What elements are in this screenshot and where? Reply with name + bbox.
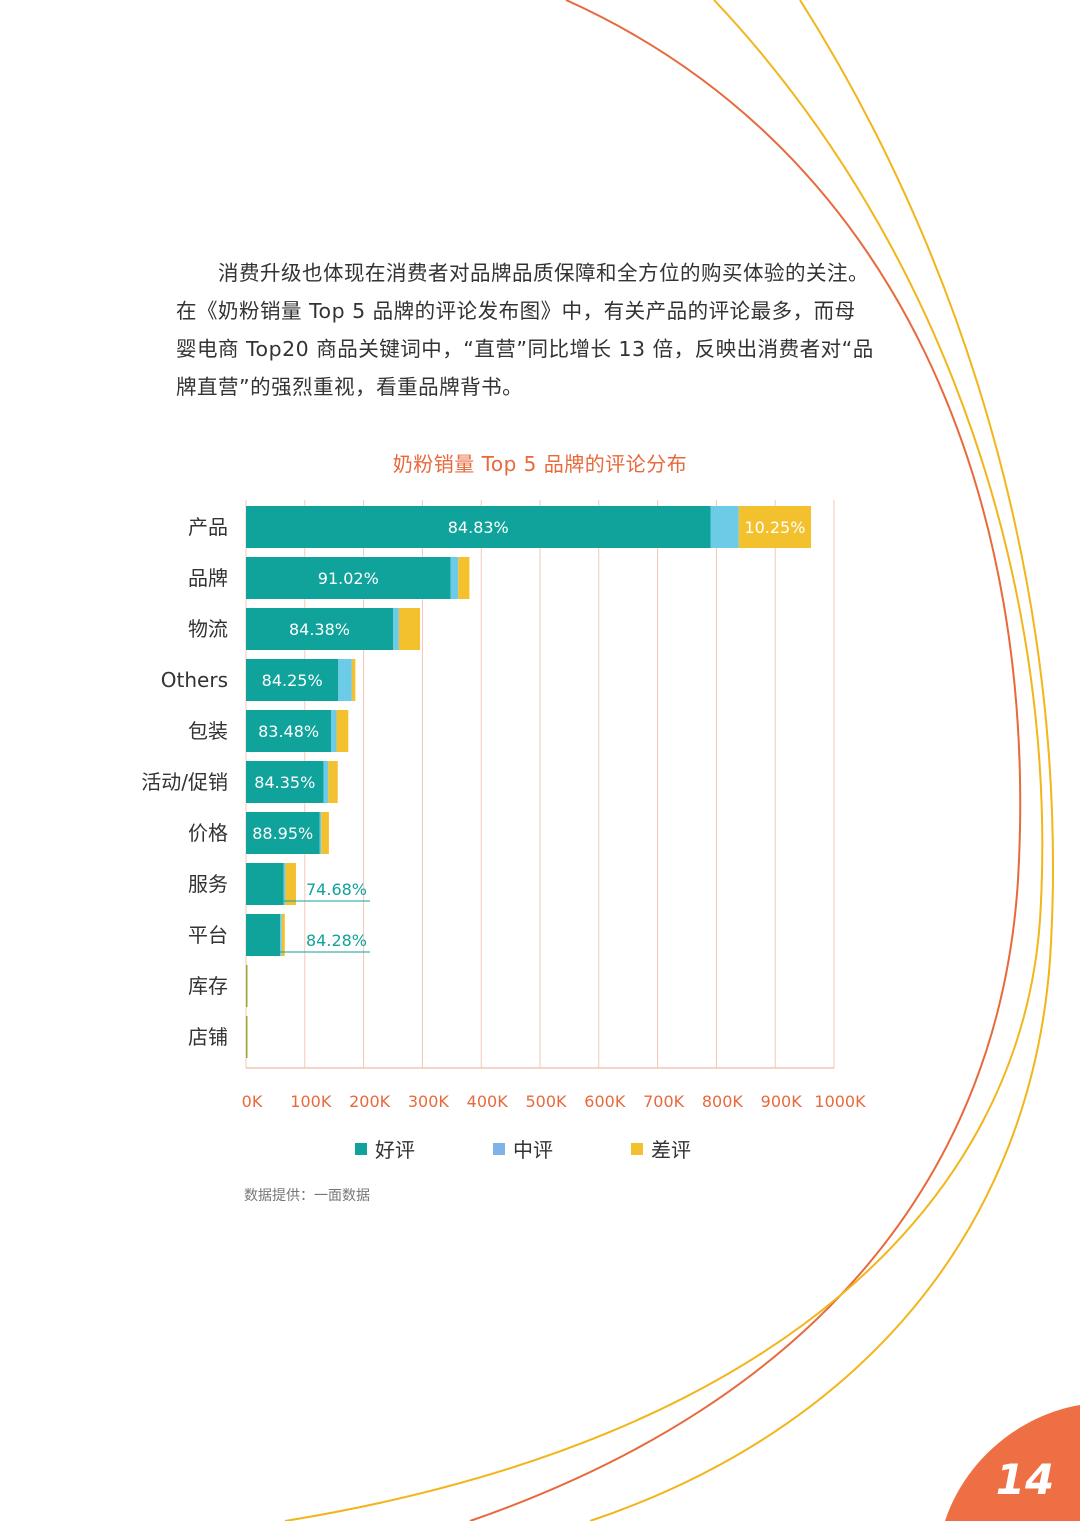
bar-segment-好评 [246, 659, 339, 701]
bar-segment-中评 [393, 608, 399, 650]
data-label: 84.25% [262, 671, 323, 690]
data-label: 84.38% [289, 620, 350, 639]
category-label: 产品 [188, 515, 228, 539]
bar-segment-差评 [738, 506, 812, 548]
x-tick-label: 1000K [814, 1092, 866, 1111]
x-tick-label: 200K [349, 1092, 391, 1111]
data-label-negative: 10.25% [744, 518, 805, 537]
category-label: 服务 [188, 872, 228, 896]
bar-segment-差评 [336, 710, 349, 752]
x-tick-label: 500K [525, 1092, 567, 1111]
x-tick-label: 800K [702, 1092, 744, 1111]
bar-segment-差评 [321, 812, 329, 854]
bars [246, 506, 812, 1058]
category-label: 平台 [188, 923, 228, 947]
x-tick-label: 700K [643, 1092, 685, 1111]
arc-yellow-2 [589, 0, 1054, 1521]
legend-swatch-negative [631, 1142, 643, 1155]
bar-segment-差评 [458, 557, 470, 599]
legend-label-positive: 好评 [375, 1138, 415, 1162]
data-label: 91.02% [318, 569, 379, 588]
chart-title: 奶粉销量 Top 5 品牌的评论分布 [392, 452, 688, 476]
bar-segment-好评 [246, 710, 332, 752]
page-number: 14 [995, 1455, 1055, 1504]
bar-segment-好评 [246, 914, 281, 956]
data-label-callout: 84.28% [306, 931, 367, 950]
intro-paragraph: 消费升级也体现在消费者对品牌品质保障和全方位的购买体验的关注。在《奶粉销量 To… [176, 261, 874, 399]
category-label: 包装 [188, 719, 228, 743]
bar-segment-中评 [710, 506, 739, 548]
category-label: 活动/促销 [141, 770, 228, 794]
bar-segment-中评 [331, 710, 337, 752]
category-label: 品牌 [188, 566, 228, 590]
bar-segment-中评 [338, 659, 352, 701]
arc-orange-outer [469, 0, 1022, 1521]
bar-segment-好评 [246, 761, 324, 803]
bar-segment-好评 [246, 863, 284, 905]
bar-segment-好评 [246, 506, 711, 548]
category-label: 物流 [188, 617, 228, 641]
bar-segment-中评 [319, 812, 322, 854]
x-tick-label: 600K [584, 1092, 626, 1111]
x-tick-label: 900K [761, 1092, 803, 1111]
bar-segment-差评 [246, 1016, 248, 1058]
arc-yellow-1 [284, 0, 1044, 1521]
bar-segment-差评 [285, 863, 296, 905]
bar-segment-好评 [246, 812, 320, 854]
data-label: 84.35% [254, 773, 315, 792]
x-tick-label: 100K [290, 1092, 332, 1111]
bar-segment-中评 [283, 863, 286, 905]
data-label: 88.95% [252, 824, 313, 843]
legend-item-neutral: 中评 [493, 1134, 631, 1163]
legend-label-neutral: 中评 [513, 1138, 553, 1162]
data-label: 83.48% [258, 722, 319, 741]
page-number-badge [945, 1405, 1080, 1521]
bar-segment-中评 [280, 914, 282, 956]
category-label: Others [161, 668, 228, 692]
labels: 0K 100K 200K 300K 400K 500K 600K 700K 800K 900K 10… [141, 515, 866, 1111]
legend-swatch-positive [355, 1142, 367, 1155]
bar-segment-差评 [246, 965, 248, 1007]
bar-segment-中评 [450, 557, 459, 599]
bar-segment-好评 [246, 965, 247, 1007]
bar-segment-差评 [351, 659, 356, 701]
category-label: 店铺 [188, 1025, 228, 1049]
bar-segment-好评 [246, 557, 451, 599]
legend-swatch-neutral [493, 1142, 505, 1155]
chart-legend: 好评 中评 差评 [355, 1134, 769, 1163]
bar-segment-好评 [246, 608, 393, 650]
data-source-note: 数据提供：一面数据 [244, 1188, 370, 1204]
bar-segment-好评 [246, 1016, 247, 1058]
bar-segment-差评 [328, 761, 338, 803]
bar-segment-差评 [398, 608, 421, 650]
bar-segment-差评 [281, 914, 285, 956]
data-label-callout: 74.68% [306, 880, 367, 899]
x-tick-label: 300K [408, 1092, 450, 1111]
x-tick-label: 0K [242, 1092, 263, 1111]
category-label: 价格 [188, 821, 228, 845]
category-label: 库存 [188, 974, 228, 998]
legend-label-negative: 差评 [651, 1138, 691, 1162]
x-tick-label: 400K [467, 1092, 509, 1111]
legend-item-negative: 差评 [631, 1134, 769, 1163]
bar-segment-中评 [323, 761, 329, 803]
data-label: 84.83% [448, 518, 509, 537]
legend-item-positive: 好评 [355, 1134, 493, 1163]
